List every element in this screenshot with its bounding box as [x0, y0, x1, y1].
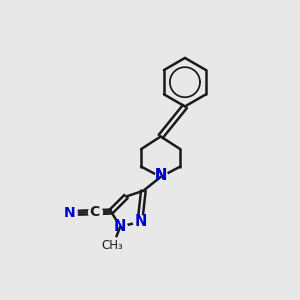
Text: N: N: [113, 219, 126, 234]
Text: N: N: [64, 206, 75, 220]
Text: N: N: [154, 168, 167, 183]
Text: C: C: [90, 205, 100, 219]
Text: N: N: [154, 168, 167, 183]
Text: CH₃: CH₃: [102, 239, 124, 252]
Text: N: N: [134, 214, 147, 229]
